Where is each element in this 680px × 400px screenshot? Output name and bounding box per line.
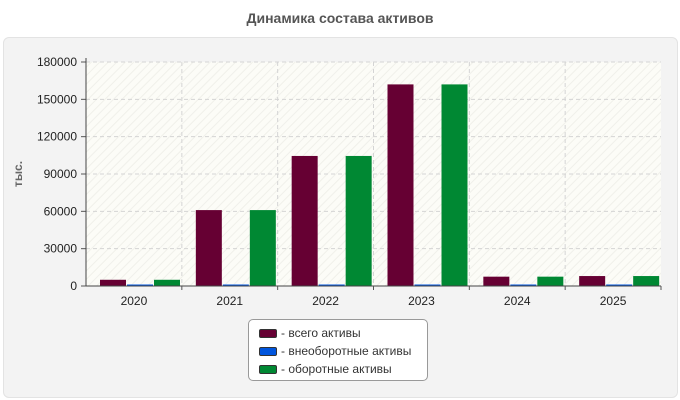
bar-series-2-2023 [441, 84, 468, 287]
legend-item-total: - всего активы [259, 324, 427, 342]
bar-series-1-2023 [414, 284, 441, 286]
y-tick-label: 0 [70, 279, 77, 293]
legend-swatch-current [259, 364, 277, 374]
chart-legend: - всего активы - внеоборотные активы - о… [248, 319, 428, 381]
y-tick-label: 180000 [37, 55, 77, 69]
bar-series-2-2022 [345, 155, 372, 286]
x-tick-label: 2025 [600, 294, 627, 308]
grid-lines [86, 61, 661, 287]
bar-series-1-2024 [510, 284, 537, 286]
x-tick-label: 2022 [312, 294, 339, 308]
y-tick-label: 150000 [37, 92, 77, 106]
bar-series-0-2021 [195, 210, 222, 286]
y-tick-label: 30000 [44, 242, 78, 256]
bar-series-1-2025 [606, 284, 633, 286]
bars-group [100, 84, 660, 287]
bar-series-1-2020 [127, 284, 153, 286]
bar-series-2-2024 [537, 276, 564, 286]
bar-series-2-2021 [249, 210, 276, 286]
axes-group: 0 30000 60000 90000 120000 150000 180000 2020 20… [37, 55, 662, 308]
bar-series-1-2022 [318, 284, 345, 286]
bar-series-0-2020 [100, 279, 126, 286]
bar-series-2-2020 [154, 279, 180, 286]
bar-series-1-2021 [222, 284, 249, 286]
legend-item-current: - оборотные активы [259, 360, 427, 378]
bar-series-2-2025 [633, 276, 660, 286]
chart-title: Динамика состава активов [246, 10, 434, 26]
bar-series-0-2024 [483, 276, 510, 286]
bar-series-0-2023 [387, 84, 414, 287]
y-tick-label: 120000 [37, 130, 77, 144]
legend-swatch-noncurrent [259, 346, 277, 356]
legend-label-current: - оборотные активы [281, 362, 392, 376]
legend-swatch-total [259, 328, 277, 338]
y-tick-label: 60000 [44, 204, 78, 218]
bar-series-0-2025 [579, 276, 606, 286]
x-tick-label: 2024 [504, 294, 531, 308]
bar-series-0-2022 [291, 155, 318, 286]
legend-item-noncurrent: - внеоборотные активы [259, 342, 427, 360]
legend-label-noncurrent: - внеоборотные активы [281, 344, 412, 358]
y-axis-label: тыс. [11, 161, 25, 187]
y-tick-label: 90000 [44, 167, 78, 181]
legend-label-total: - всего активы [281, 326, 361, 340]
x-tick-label: 2020 [121, 294, 148, 308]
x-tick-label: 2021 [216, 294, 243, 308]
x-tick-label: 2023 [408, 294, 435, 308]
